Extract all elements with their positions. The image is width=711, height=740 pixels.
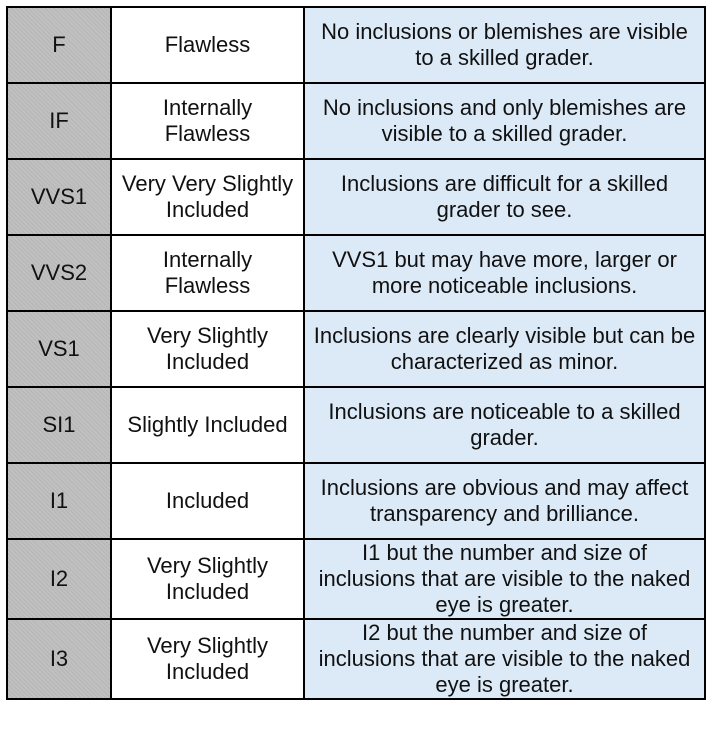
grade-cell: VVS2 <box>6 234 112 312</box>
grade-description-cell: I1 but the number and size of inclusions… <box>303 538 706 620</box>
grade-name-cell: Flawless <box>110 6 305 84</box>
grade-name-cell: Very Very Slightly Included <box>110 158 305 236</box>
grade-name-cell: Internally Flawless <box>110 82 305 160</box>
grade-cell: I1 <box>6 462 112 540</box>
grade-cell: I3 <box>6 618 112 700</box>
table-row: IF Internally Flawless No inclusions and… <box>6 82 706 160</box>
table-row: SI1 Slightly Included Inclusions are not… <box>6 386 706 464</box>
grade-cell: VS1 <box>6 310 112 388</box>
table-row: F Flawless No inclusions or blemishes ar… <box>6 6 706 84</box>
grade-cell: SI1 <box>6 386 112 464</box>
grade-name-cell: Very Slightly Included <box>110 618 305 700</box>
grade-name-cell: Very Slightly Included <box>110 538 305 620</box>
table-row: VVS2 Internally Flawless VVS1 but may ha… <box>6 234 706 312</box>
grade-name-cell: Included <box>110 462 305 540</box>
table-row: VVS1 Very Very Slightly Included Inclusi… <box>6 158 706 236</box>
grade-description-cell: Inclusions are difficult for a skilled g… <box>303 158 706 236</box>
table-row: I3 Very Slightly Included I2 but the num… <box>6 618 706 700</box>
grade-cell: IF <box>6 82 112 160</box>
grade-description-cell: Inclusions are noticeable to a skilled g… <box>303 386 706 464</box>
grade-cell: I2 <box>6 538 112 620</box>
clarity-grade-table: F Flawless No inclusions or blemishes ar… <box>6 6 706 700</box>
table-row: I1 Included Inclusions are obvious and m… <box>6 462 706 540</box>
grade-description-cell: Inclusions are obvious and may affect tr… <box>303 462 706 540</box>
grade-description-cell: No inclusions or blemishes are visible t… <box>303 6 706 84</box>
grade-cell: VVS1 <box>6 158 112 236</box>
table-row: I2 Very Slightly Included I1 but the num… <box>6 538 706 620</box>
grade-description-cell: VVS1 but may have more, larger or more n… <box>303 234 706 312</box>
grade-name-cell: Internally Flawless <box>110 234 305 312</box>
grade-description-cell: I2 but the number and size of inclusions… <box>303 618 706 700</box>
grade-name-cell: Slightly Included <box>110 386 305 464</box>
grade-description-cell: Inclusions are clearly visible but can b… <box>303 310 706 388</box>
clarity-grade-table-body: F Flawless No inclusions or blemishes ar… <box>6 6 706 700</box>
grade-name-cell: Very Slightly Included <box>110 310 305 388</box>
grade-cell: F <box>6 6 112 84</box>
table-row: VS1 Very Slightly Included Inclusions ar… <box>6 310 706 388</box>
grade-description-cell: No inclusions and only blemishes are vis… <box>303 82 706 160</box>
